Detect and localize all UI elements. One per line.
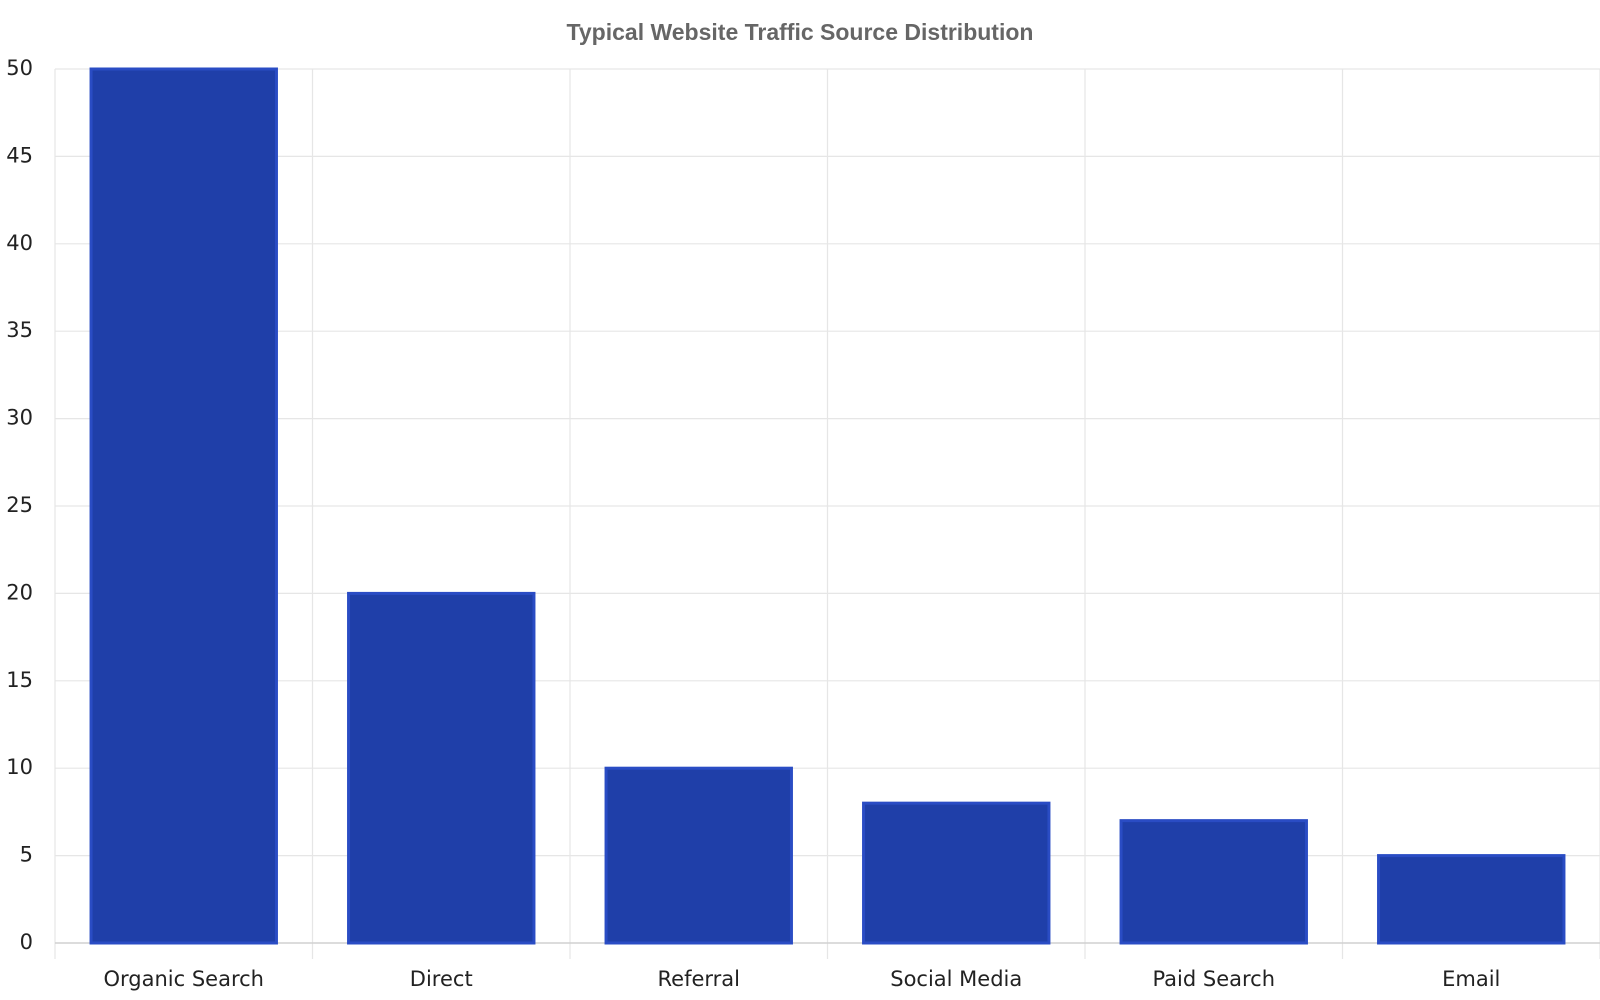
- x-tick-label: Email: [1442, 967, 1500, 991]
- y-tick-label: 15: [6, 668, 33, 692]
- bar: [862, 801, 1051, 945]
- y-tick-label: 10: [6, 755, 33, 779]
- chart-title: Typical Website Traffic Source Distribut…: [567, 19, 1034, 45]
- y-tick-label: 30: [6, 406, 33, 430]
- x-tick-label: Social Media: [890, 967, 1022, 991]
- x-tick-label: Referral: [658, 967, 740, 991]
- y-tick-label: 35: [6, 318, 33, 342]
- x-tick-label: Direct: [410, 967, 473, 991]
- bar: [347, 591, 536, 945]
- y-tick-label: 5: [20, 843, 33, 867]
- y-tick-label: 25: [6, 493, 33, 517]
- y-tick-label: 40: [6, 231, 33, 255]
- y-tick-label: 20: [6, 580, 33, 604]
- x-tick-label: Organic Search: [103, 967, 264, 991]
- bar: [1377, 854, 1566, 945]
- bar: [1119, 819, 1308, 945]
- y-tick-label: 0: [20, 930, 33, 954]
- bar: [89, 67, 278, 945]
- y-tick-label: 45: [6, 143, 33, 167]
- y-tick-label: 50: [6, 56, 33, 80]
- x-tick-label: Paid Search: [1152, 967, 1275, 991]
- bar: [604, 766, 793, 945]
